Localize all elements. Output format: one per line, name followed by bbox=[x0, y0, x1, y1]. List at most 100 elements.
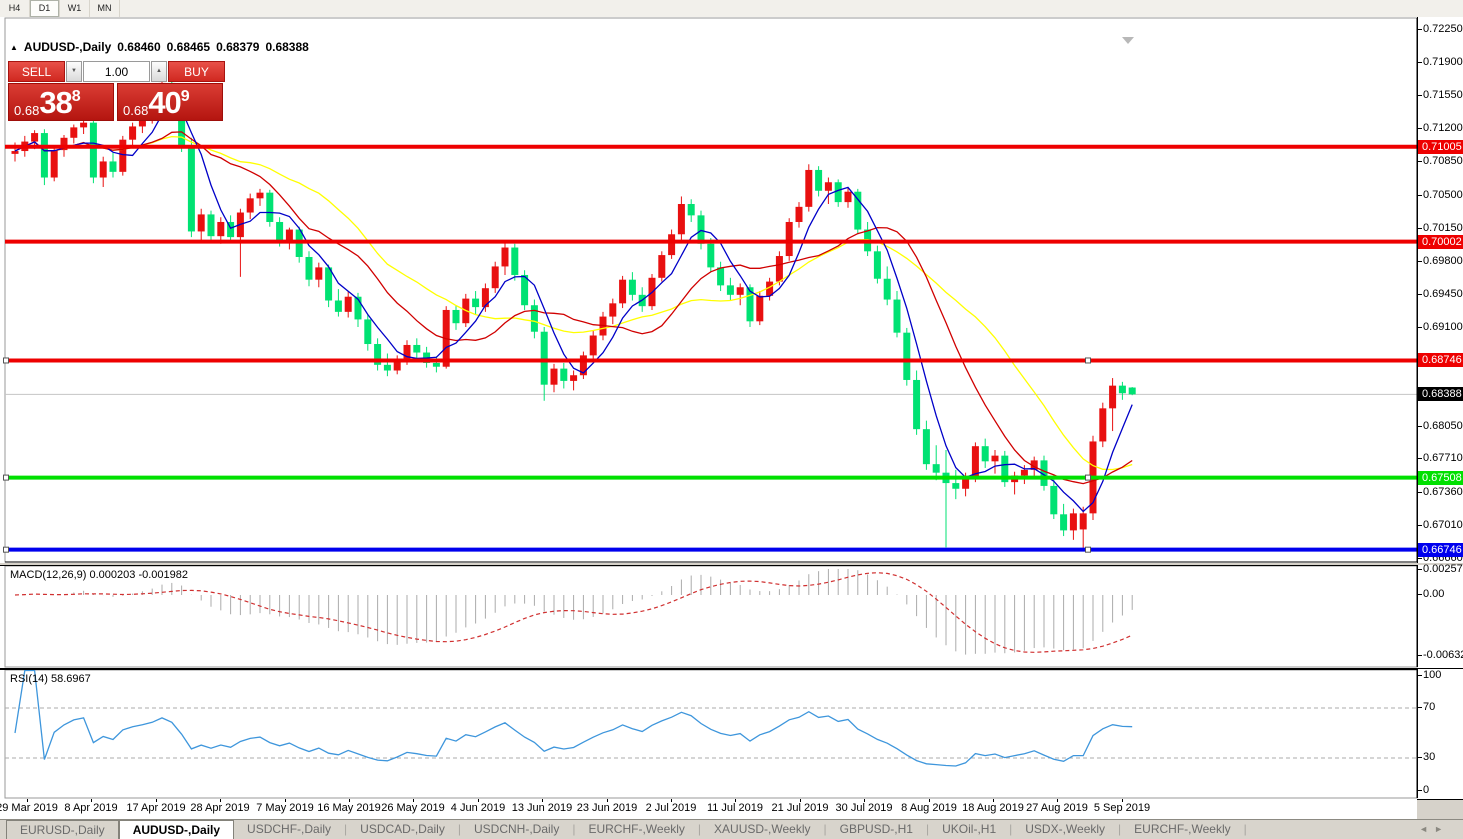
price-tick-label: 0.67710 bbox=[1423, 452, 1463, 464]
date-tick bbox=[993, 799, 994, 802]
price-tick bbox=[1418, 294, 1422, 295]
chart-tab-ukoil-h1[interactable]: UKOil-,H1 bbox=[942, 822, 997, 836]
candle-body bbox=[932, 464, 940, 473]
price-tick bbox=[1418, 525, 1422, 526]
buy-button[interactable]: BUY bbox=[168, 61, 225, 82]
buy-price-pip: 9 bbox=[180, 88, 190, 105]
hline-handle[interactable] bbox=[3, 474, 9, 481]
chart-tab-gbpusd-h1[interactable]: GBPUSD-,H1 bbox=[839, 822, 913, 836]
price-tick-label: 0.68050 bbox=[1423, 420, 1463, 432]
price-tick-label: 0.69100 bbox=[1423, 321, 1463, 333]
ohlc-close: 0.68388 bbox=[265, 40, 309, 54]
price-tick-label: 0.70850 bbox=[1423, 155, 1463, 167]
sell-quote[interactable]: 0.68 38 8 bbox=[8, 83, 114, 121]
scroll-to-end-marker-icon[interactable] bbox=[1122, 37, 1134, 44]
candle-body bbox=[207, 214, 215, 237]
date-label: 11 Jul 2019 bbox=[706, 802, 764, 814]
candle-body bbox=[511, 247, 519, 275]
hline-handle[interactable] bbox=[3, 546, 9, 553]
candle-body bbox=[521, 274, 529, 306]
chart-tabs-bar: EURUSD-,Daily AUDUSD-,Daily USDCHF-,Daily |… bbox=[0, 819, 1463, 839]
hline-handle[interactable] bbox=[1085, 357, 1091, 364]
rsi-tick-label: 100 bbox=[1423, 669, 1442, 681]
rsi-indicator-pane: RSI(14) 58.6967 bbox=[0, 669, 1463, 800]
main-chart-pane: ▲ AUDUSD-,Daily 0.68460 0.68465 0.68379 … bbox=[0, 17, 1463, 563]
date-tick bbox=[349, 799, 350, 802]
candle-body bbox=[344, 296, 352, 312]
macd-signal-value: -0.001982 bbox=[138, 569, 188, 581]
candle-body bbox=[834, 182, 842, 203]
hline-handle[interactable] bbox=[1085, 546, 1091, 553]
hline-price-flag: 0.67508 bbox=[1418, 471, 1463, 485]
candle-body bbox=[579, 355, 587, 376]
chart-tab-eurusd-daily[interactable]: EURUSD-,Daily bbox=[6, 820, 119, 839]
macd-axis: 0.002574 0.00 -0.006326 bbox=[1417, 563, 1463, 667]
macd-tick bbox=[1418, 655, 1422, 656]
candle-body bbox=[697, 215, 705, 244]
candle-body bbox=[187, 145, 195, 232]
candle-body bbox=[393, 359, 401, 371]
candle-body bbox=[40, 133, 48, 178]
collapse-icon[interactable]: ▲ bbox=[10, 42, 18, 52]
candle-body bbox=[619, 279, 627, 304]
macd-tick-label: 0.00 bbox=[1423, 588, 1445, 600]
candle-body bbox=[472, 298, 480, 308]
volume-decrease-button[interactable]: ▼ bbox=[66, 61, 82, 82]
price-tick-label: 0.70150 bbox=[1423, 222, 1463, 234]
buy-quote[interactable]: 0.68 40 9 bbox=[117, 83, 223, 121]
candle-body bbox=[775, 256, 783, 282]
candle-body bbox=[589, 335, 597, 356]
candle-body bbox=[501, 247, 509, 267]
sell-button[interactable]: SELL bbox=[8, 61, 65, 82]
candle-body bbox=[756, 295, 764, 322]
price-tick-label: 0.70500 bbox=[1423, 189, 1463, 201]
volume-input[interactable] bbox=[83, 61, 150, 82]
candle-body bbox=[707, 243, 715, 268]
hline-handle[interactable] bbox=[1085, 474, 1091, 481]
candle-body bbox=[452, 309, 460, 324]
price-tick-label: 0.72250 bbox=[1423, 23, 1463, 35]
hline-price-flag: 0.66746 bbox=[1418, 543, 1463, 557]
timeframe-button-MN[interactable]: MN bbox=[90, 0, 120, 17]
chart-tab-eurchf-weekly[interactable]: EURCHF-,Weekly bbox=[1134, 822, 1231, 836]
volume-increase-button[interactable]: ▲ bbox=[151, 61, 167, 82]
timeframe-button-D1[interactable]: D1 bbox=[30, 0, 60, 17]
candle-body bbox=[805, 169, 813, 207]
price-axis[interactable]: 0.72250 0.71900 0.71550 0.71200 0.70850 0.705… bbox=[1417, 17, 1463, 564]
candle-body bbox=[334, 300, 342, 312]
hline-handle[interactable] bbox=[3, 357, 9, 364]
chart-tab-eurchf-weekly[interactable]: EURCHF-,Weekly bbox=[588, 822, 685, 836]
chart-tab-usdx-weekly[interactable]: USDX-,Weekly bbox=[1025, 822, 1106, 836]
date-tick bbox=[929, 799, 930, 802]
chart-tab-usdcad-daily[interactable]: USDCAD-,Daily bbox=[360, 822, 445, 836]
tabs-scroll-right-icon[interactable]: ► bbox=[1434, 824, 1449, 834]
candle-body bbox=[354, 296, 362, 320]
candle-body bbox=[550, 368, 558, 385]
candle-body bbox=[109, 161, 117, 172]
chart-tab-audusd-daily[interactable]: AUDUSD-,Daily bbox=[118, 820, 235, 839]
rsi-value: 58.6967 bbox=[50, 673, 91, 685]
candle-body bbox=[991, 455, 999, 462]
tabs-scroll-left-icon[interactable]: ◄ bbox=[1419, 824, 1435, 834]
chart-tab-xauusd-weekly[interactable]: XAUUSD-,Weekly bbox=[714, 822, 811, 836]
candle-body bbox=[873, 251, 881, 279]
candle-body bbox=[1020, 469, 1028, 476]
price-tick bbox=[1418, 128, 1422, 129]
date-tick bbox=[800, 799, 801, 802]
date-tick bbox=[735, 799, 736, 802]
ma-line-5 bbox=[14, 105, 1133, 513]
macd-tick bbox=[1418, 569, 1422, 570]
timeframe-button-H4[interactable]: H4 bbox=[0, 0, 30, 17]
date-label: 13 Jun 2019 bbox=[511, 802, 573, 814]
timeframe-button-W1[interactable]: W1 bbox=[60, 0, 90, 17]
chart-tab-usdcnh-daily[interactable]: USDCNH-,Daily bbox=[473, 822, 560, 836]
chart-tab-usdchf-daily[interactable]: USDCHF-,Daily bbox=[247, 822, 332, 836]
date-tick bbox=[1122, 799, 1123, 802]
price-tick-label: 0.69450 bbox=[1423, 288, 1463, 300]
candle-body bbox=[766, 281, 774, 296]
candle-body bbox=[795, 206, 803, 222]
candle-body bbox=[1118, 385, 1126, 394]
candle-body bbox=[815, 169, 823, 191]
candle-body bbox=[609, 303, 617, 317]
date-label: 16 May 2019 bbox=[317, 802, 381, 814]
